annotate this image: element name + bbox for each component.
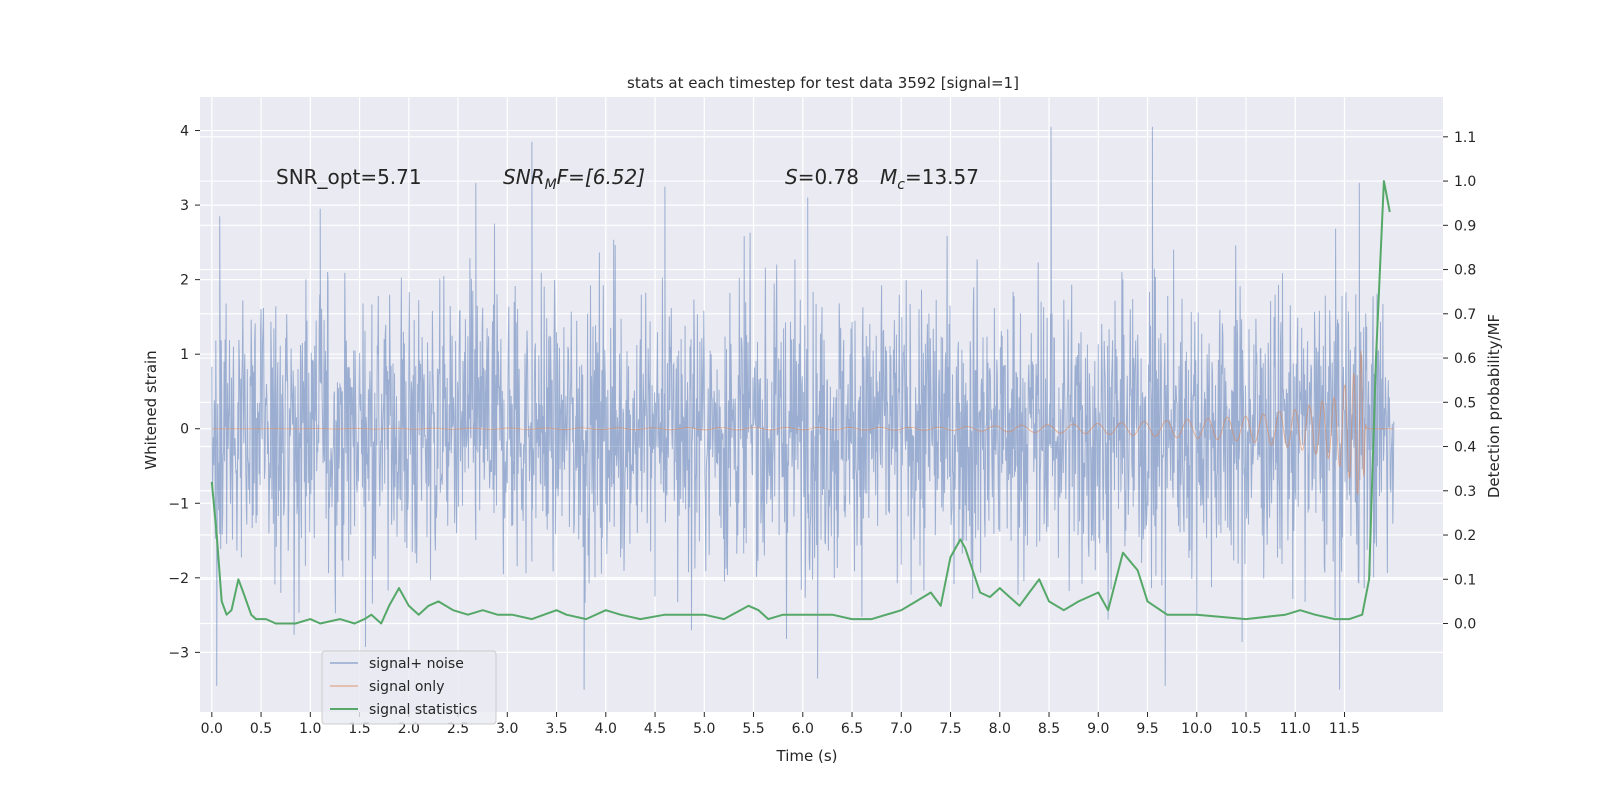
series-signal-noise bbox=[211, 126, 1395, 690]
x-tick-label: 6.0 bbox=[792, 721, 814, 737]
x-tick-label: 3.5 bbox=[545, 721, 567, 737]
y2-axis-label: Detection probability/MF bbox=[1485, 314, 1503, 498]
annotation-mc: Mc=13.57 bbox=[880, 165, 979, 193]
x-tick-label: 11.5 bbox=[1329, 721, 1360, 737]
x-tick-label: 7.0 bbox=[890, 721, 912, 737]
annotation-snr-mf: SNRMF=[6.52] bbox=[503, 165, 645, 193]
x-tick-label: 11.0 bbox=[1280, 721, 1311, 737]
y2-axis-ticks: 0.0 0.1 0.2 0.3 0.4 0.5 0.6 0.7 0.8 0.9 1.0 1.1 bbox=[1443, 130, 1476, 633]
x-tick-label: 9.0 bbox=[1087, 721, 1109, 737]
y-axis-ticks: −3 −2 −1 0 1 2 3 4 bbox=[168, 124, 200, 661]
x-tick-label: 4.0 bbox=[595, 721, 617, 737]
y2-tick-label: 0.7 bbox=[1454, 307, 1476, 323]
series-signal-statistics bbox=[210, 180, 1391, 625]
legend-box bbox=[321, 650, 497, 725]
x-tick-label: 8.0 bbox=[989, 721, 1011, 737]
y2-tick-label: 0.5 bbox=[1454, 395, 1476, 411]
y-tick-label: 2 bbox=[180, 273, 189, 289]
y2-tick-label: 0.8 bbox=[1454, 263, 1476, 279]
x-axis-ticks: 0.0 0.5 1.0 1.5 2.0 2.5 3.0 3.5 4.0 4.5 5.0 5.5 6.0 6… bbox=[201, 712, 1360, 737]
y2-tick-label: 0.9 bbox=[1454, 218, 1476, 234]
y-tick-label: −3 bbox=[168, 645, 189, 661]
annotation-s: S=0.78 bbox=[785, 165, 859, 189]
x-tick-label: 4.5 bbox=[644, 721, 666, 737]
x-tick-label: 2.5 bbox=[447, 721, 469, 737]
x-tick-label: 1.0 bbox=[299, 721, 321, 737]
y2-tick-label: 1.0 bbox=[1454, 174, 1476, 190]
x-tick-label: 5.0 bbox=[693, 721, 715, 737]
x-tick-label: 7.5 bbox=[939, 721, 961, 737]
y2-tick-label: 0.3 bbox=[1454, 484, 1476, 500]
x-tick-label: 0.0 bbox=[201, 721, 223, 737]
annotation-snr-opt: SNR_opt=5.71 bbox=[276, 165, 422, 189]
x-tick-label: 5.5 bbox=[742, 721, 764, 737]
legend-label-signal-noise: signal+ noise bbox=[369, 656, 464, 672]
legend-label-signal-statistics: signal statistics bbox=[369, 702, 477, 718]
series-signal-only bbox=[211, 350, 1394, 496]
x-tick-label: 8.5 bbox=[1038, 721, 1060, 737]
signal-noise-line bbox=[211, 126, 1395, 690]
x-tick-label: 0.5 bbox=[250, 721, 272, 737]
x-tick-label: 6.5 bbox=[841, 721, 863, 737]
y2-tick-label: 0.0 bbox=[1454, 617, 1476, 633]
x-tick-label: 1.5 bbox=[348, 721, 370, 737]
y2-tick-label: 0.6 bbox=[1454, 351, 1476, 367]
legend-label-signal-only: signal only bbox=[369, 679, 444, 695]
y-tick-label: 4 bbox=[180, 124, 189, 140]
y2-tick-label: 0.2 bbox=[1454, 528, 1476, 544]
legend: signal+ noise signal only signal statist… bbox=[321, 650, 497, 725]
x-axis-label: Time (s) bbox=[776, 747, 838, 765]
y2-tick-label: 1.1 bbox=[1454, 130, 1476, 146]
y-tick-label: 3 bbox=[180, 198, 189, 214]
x-tick-label: 3.0 bbox=[496, 721, 518, 737]
y-tick-label: 0 bbox=[180, 422, 189, 438]
x-tick-label: 2.0 bbox=[398, 721, 420, 737]
chart-title: stats at each timestep for test data 359… bbox=[627, 74, 1019, 92]
y-tick-label: −2 bbox=[168, 571, 189, 587]
x-tick-label: 9.5 bbox=[1136, 721, 1158, 737]
x-tick-label: 10.5 bbox=[1230, 721, 1261, 737]
signal-statistics-line bbox=[210, 180, 1391, 625]
y-tick-label: 1 bbox=[180, 347, 189, 363]
x-tick-label: 10.0 bbox=[1181, 721, 1212, 737]
y2-tick-label: 0.1 bbox=[1454, 572, 1476, 588]
y-axis-label: Whitened strain bbox=[142, 350, 160, 469]
signal-only-line bbox=[211, 350, 1394, 496]
y-tick-label: −1 bbox=[168, 496, 189, 512]
y2-tick-label: 0.4 bbox=[1454, 440, 1476, 456]
